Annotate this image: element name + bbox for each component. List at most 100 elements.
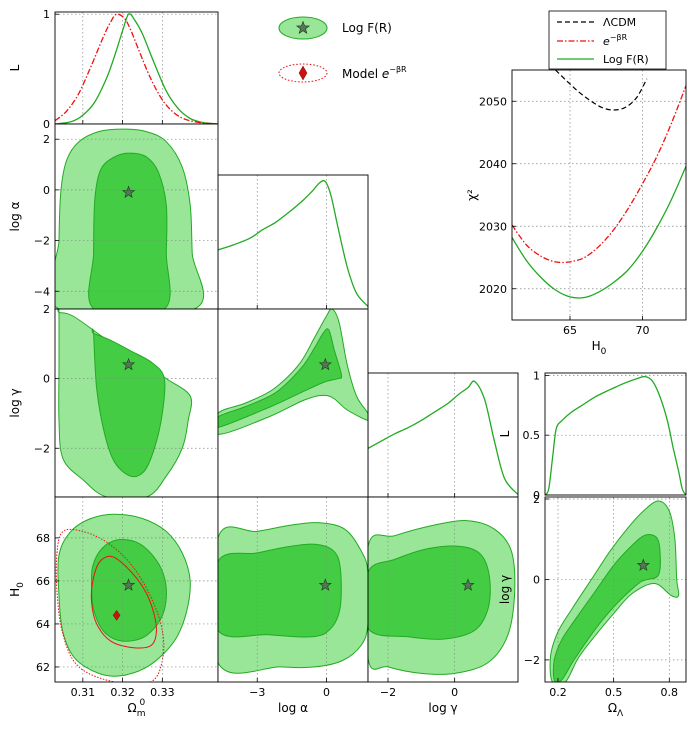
y-axis-label: log γ: [498, 575, 512, 604]
plot-content: [55, 12, 218, 124]
x-tick-label: 70: [636, 324, 650, 337]
best-fit-star: [121, 185, 136, 199]
best-fit-star: [121, 357, 136, 371]
axes-frame: [544, 496, 687, 683]
contour-inner-1sigma: [218, 328, 343, 428]
best-fit-star: [318, 357, 332, 371]
plot-content: [368, 497, 516, 682]
y-tick-label: 2040: [479, 158, 507, 171]
axes-frame: [511, 69, 687, 321]
series-lcdm: [555, 70, 648, 111]
plot-content: [368, 373, 518, 497]
x-axis-label: log α: [278, 701, 308, 715]
plot-content: [218, 497, 368, 682]
y-tick-label: 66: [36, 575, 50, 588]
legend-main: Log F(R) Model e−βR: [278, 16, 407, 83]
plot-area: [368, 373, 518, 497]
x-tick-label: −2: [380, 686, 396, 699]
y-tick-label: 2: [533, 493, 540, 506]
x-tick-label: 0.5: [605, 686, 623, 699]
plot-area: [512, 70, 686, 320]
series-beta: [512, 85, 686, 264]
legend-beta-label: Model e−βR: [342, 65, 407, 81]
best-fit-star: [636, 558, 650, 571]
legend-beta-prefix: Model: [342, 67, 382, 81]
plot-content: [218, 309, 368, 435]
y-axis-label: L: [8, 64, 22, 71]
series-logfr: [545, 375, 686, 495]
axes-frame: [544, 372, 687, 496]
x-tick-label: −3: [249, 686, 265, 699]
best-fit-star: [461, 578, 475, 591]
plot-content: [55, 128, 218, 309]
contour-inner-1sigma: [552, 534, 661, 682]
y-tick-label: −2: [34, 235, 50, 248]
x-tick-label: 0.31: [71, 686, 96, 699]
plot-area: [545, 373, 686, 495]
panel-c-la-lg: [217, 308, 369, 498]
legend-chi2: ΛCDM e−βR Log F(R): [548, 10, 667, 70]
panel-chi2: 65 70 2020 2030 2040 2050 H0 χ²: [465, 69, 687, 357]
legend-beta2-exp: −βR: [610, 33, 628, 42]
x-tick-label: 0.2: [549, 686, 567, 699]
legend-beta-base: e: [382, 67, 389, 81]
y-tick-label: 64: [36, 618, 50, 631]
panel-c-ol-lg: 0.2 0.5 0.8 −2 0 2 ΩΛ log γ: [498, 493, 687, 719]
plot-content: [55, 497, 218, 682]
y-tick-label: 2030: [479, 220, 507, 233]
best-fit-star: [318, 578, 332, 591]
legend-lcdm-label: ΛCDM: [603, 16, 636, 29]
y-tick-label: −2: [34, 442, 50, 455]
panel-c-om-lg: −2 0 2 log γ: [8, 303, 219, 498]
legend-logfr2-label: Log F(R): [603, 53, 649, 66]
y-tick-label: 0: [533, 489, 540, 502]
y-axis-label: H0: [8, 582, 26, 597]
panel-c-om-h0: 0.31 0.32 0.33 62 64 66 68 Ωm0 H0: [8, 496, 219, 719]
y-tick-label: 2: [43, 133, 50, 146]
x-tick-label: 0: [323, 686, 330, 699]
y-tick-label: 0: [43, 118, 50, 131]
panel-c-la-h0: −3 0 log α: [217, 496, 369, 715]
beta-contour-inner: [90, 555, 157, 649]
x-axis-label: ΩΛ: [608, 701, 624, 719]
contour-inner-1sigma: [88, 152, 171, 309]
plot-content: [55, 309, 218, 497]
best-fit-star: [121, 578, 136, 591]
plot-content: [545, 497, 686, 682]
y-tick-label: 2: [43, 303, 50, 316]
y-tick-label: 2020: [479, 283, 507, 296]
y-axis-label: log γ: [8, 388, 22, 417]
axes-frame: [367, 496, 519, 683]
legend-beta-diamond: [298, 65, 308, 81]
y-tick-label: 0: [43, 373, 50, 386]
y-tick-label: 2050: [479, 95, 507, 108]
y-tick-label: 0.5: [523, 429, 541, 442]
x-tick-label: 0.32: [110, 686, 135, 699]
x-tick-label: 0.33: [150, 686, 175, 699]
beta-best-fit-diamond: [112, 609, 121, 621]
contour-inner-1sigma: [90, 539, 167, 642]
series-logfr: [55, 13, 218, 124]
x-tick-label: 0: [451, 686, 458, 699]
y-tick-label: 0: [533, 573, 540, 586]
y-axis-label: log α: [8, 201, 22, 231]
beta-contour-outer: [55, 528, 165, 682]
legend-beta-exp: −βR: [389, 65, 407, 74]
panel-like-ol: 0 0.5 1 L: [498, 369, 687, 502]
y-axis-label: L: [498, 430, 512, 437]
plot-area: [55, 12, 218, 124]
panel-c-om-la: −4 −2 0 2 log α: [8, 123, 219, 310]
x-axis-label: Ωm0: [128, 698, 146, 719]
series-logfr: [512, 166, 686, 299]
legend-logfr-label: Log F(R): [342, 21, 392, 35]
x-axis-label: log γ: [428, 701, 457, 715]
contour-inner-1sigma: [218, 543, 342, 638]
plot-content: [218, 175, 368, 309]
y-axis-label: χ²: [465, 189, 479, 201]
y-tick-label: 0: [43, 184, 50, 197]
legend-beta2-label: e−βR: [603, 33, 628, 48]
legend-logfr-star: [295, 20, 311, 35]
plot-content: [512, 70, 686, 320]
x-tick-label: 65: [563, 324, 577, 337]
x-tick-label: 0.8: [661, 686, 679, 699]
